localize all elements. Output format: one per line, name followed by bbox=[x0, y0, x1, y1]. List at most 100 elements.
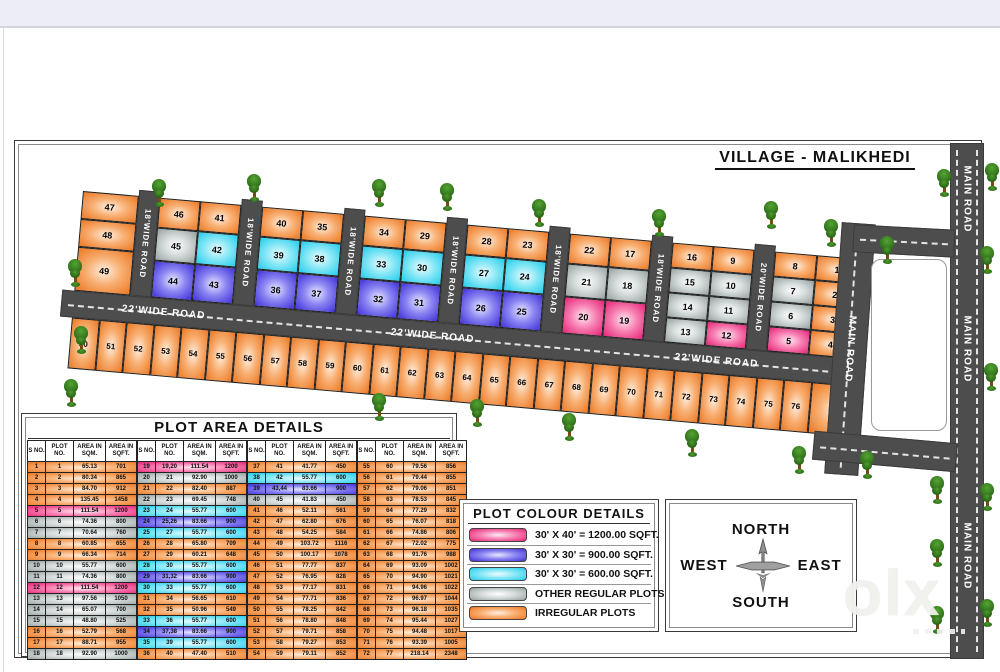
table-cell: 52.79 bbox=[73, 626, 106, 638]
table-cell: 59 bbox=[265, 648, 294, 660]
table-cell: 77.29 bbox=[403, 505, 436, 517]
table-cell: 714 bbox=[105, 549, 137, 561]
table-cell: 32 bbox=[137, 604, 156, 616]
tree-foliage bbox=[66, 389, 76, 398]
tree-foliage bbox=[154, 189, 164, 198]
table-cell: 610 bbox=[215, 593, 247, 605]
table-cell: 11 bbox=[45, 571, 74, 583]
table-cell: 66 bbox=[357, 582, 376, 594]
tree-foliage bbox=[375, 202, 384, 207]
table-cell: 510 bbox=[215, 648, 247, 660]
table-row: 15 15 48.80 525 bbox=[27, 615, 137, 627]
table-cell: 69.45 bbox=[183, 494, 216, 506]
table-cell: 1 bbox=[27, 461, 46, 473]
tree-icon bbox=[859, 451, 875, 479]
tree-foliage bbox=[932, 549, 942, 558]
table-cell: 525 bbox=[105, 615, 137, 627]
table-cell: 66 bbox=[375, 527, 404, 539]
table-cell: 4 bbox=[27, 494, 46, 506]
table-cell: 41 bbox=[265, 461, 294, 473]
table-cell: 96.97 bbox=[403, 593, 436, 605]
table-cell: 79.06 bbox=[403, 483, 436, 495]
table-cell: 36 bbox=[137, 648, 156, 660]
table-cell: 17 bbox=[45, 637, 74, 649]
plot: 33 bbox=[359, 245, 404, 282]
tree-trunk bbox=[80, 339, 83, 351]
tree-foliage bbox=[827, 242, 836, 247]
tree-trunk bbox=[476, 412, 479, 424]
table-row: 3 3 84.70 912 bbox=[27, 483, 137, 495]
table-cell: 31 bbox=[137, 593, 156, 605]
road-18-label: 18'WIDE ROAD bbox=[342, 226, 358, 297]
compass: NORTH WEST EAST SOUTH bbox=[672, 506, 850, 625]
table-row: 22 23 69.45 748 bbox=[137, 494, 247, 506]
table-cell: 96.18 bbox=[403, 604, 436, 616]
plot: 31 bbox=[397, 281, 442, 323]
plot: 29 bbox=[403, 219, 447, 253]
table-cell: 84.70 bbox=[73, 483, 106, 495]
table-cell: 55.77 bbox=[73, 560, 106, 572]
table-row: 10 10 55.77 600 bbox=[27, 560, 137, 572]
table-cell: 887 bbox=[215, 483, 247, 495]
table-cell: 58 bbox=[265, 637, 294, 649]
table-cell: 29 bbox=[137, 571, 156, 583]
road-18-label: 18'WIDE ROAD bbox=[445, 235, 461, 306]
table-cell: 48 bbox=[265, 527, 294, 539]
table-header-cell: AREA IN SQFT. bbox=[435, 440, 467, 462]
table-title: PLOT AREA DETAILS bbox=[28, 419, 450, 439]
table-cell: 65 bbox=[357, 571, 376, 583]
table-cell: 19 bbox=[137, 461, 156, 473]
table-row: 55 60 79.56 856 bbox=[357, 461, 467, 473]
table-cell: 955 bbox=[105, 637, 137, 649]
table-cell: 900 bbox=[215, 571, 247, 583]
tree-trunk bbox=[986, 612, 989, 624]
tree-icon bbox=[73, 326, 89, 354]
table-cell: 51 bbox=[247, 615, 266, 627]
legend-swatch bbox=[469, 528, 527, 543]
table-row: 6 6 74.36 800 bbox=[27, 516, 137, 528]
plot-area-table: S NO. PLOT NO. AREA IN SQM. AREA IN SQFT. 1 1… bbox=[27, 440, 137, 660]
table-cell: 6 bbox=[27, 516, 46, 528]
table-cell: 82.40 bbox=[183, 483, 216, 495]
tree-trunk bbox=[798, 459, 801, 471]
table-cell: 71 bbox=[357, 637, 376, 649]
table-cell: 24 bbox=[155, 505, 184, 517]
table-row: 53 58 79.27 853 bbox=[247, 637, 357, 649]
table-cell: 561 bbox=[325, 505, 357, 517]
table-cell: 12 bbox=[27, 582, 46, 594]
table-cell: 701 bbox=[105, 461, 137, 473]
tree-foliage bbox=[70, 269, 80, 278]
tree-foliage bbox=[933, 499, 942, 504]
table-row: 26 28 65.80 709 bbox=[137, 538, 247, 550]
table-cell: 60 bbox=[357, 516, 376, 528]
table-cell: 94.96 bbox=[403, 582, 436, 594]
table-cell: 70 bbox=[375, 571, 404, 583]
table-row: 46 51 77.77 837 bbox=[247, 560, 357, 572]
table-cell: 79.27 bbox=[293, 637, 326, 649]
tree-foliage bbox=[67, 402, 76, 407]
table-cell: 49 bbox=[265, 538, 294, 550]
table-cell: 62 bbox=[357, 538, 376, 550]
main-road-label: MAIN ROAD bbox=[961, 165, 973, 233]
table-cell: 48 bbox=[247, 582, 266, 594]
table-row: 57 62 79.06 851 bbox=[357, 483, 467, 495]
table-header-cell: AREA IN SQM. bbox=[73, 440, 106, 462]
table-cell: 54 bbox=[265, 593, 294, 605]
table-cell: 836 bbox=[325, 593, 357, 605]
table-row: 23 24 55.77 600 bbox=[137, 505, 247, 517]
plot: 26 bbox=[458, 287, 503, 328]
table-cell: 30 bbox=[155, 560, 184, 572]
table-row: 60 65 76.07 818 bbox=[357, 516, 467, 528]
table-row: 11 11 74.36 800 bbox=[27, 571, 137, 583]
table-cell: 111.54 bbox=[73, 505, 106, 517]
table-cell: 3 bbox=[45, 483, 74, 495]
plot: 37 bbox=[294, 273, 339, 314]
tree-foliage bbox=[155, 202, 164, 207]
plot: 23 bbox=[505, 228, 550, 262]
tree-foliage bbox=[982, 609, 992, 618]
tree-icon bbox=[63, 379, 79, 407]
table-cell: 1000 bbox=[215, 472, 247, 484]
table-cell: 77.17 bbox=[293, 582, 326, 594]
table-cell: 55.77 bbox=[183, 527, 216, 539]
table-header-cell: AREA IN SQM. bbox=[183, 440, 216, 462]
